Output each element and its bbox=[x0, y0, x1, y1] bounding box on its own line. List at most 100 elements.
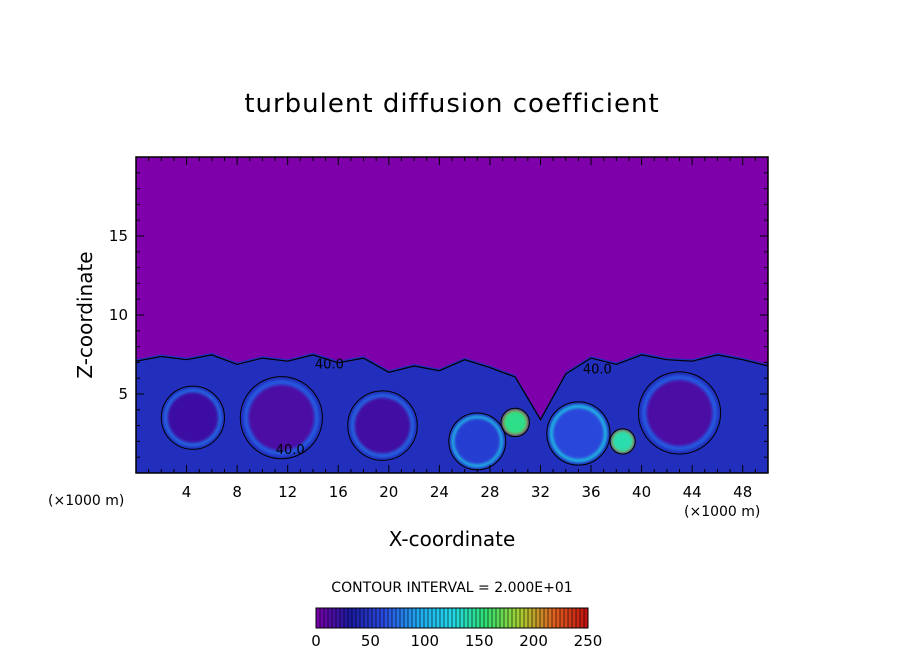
colorbar-cell bbox=[520, 608, 525, 628]
contour-line bbox=[160, 385, 225, 450]
colorbar-cell bbox=[496, 608, 501, 628]
colorbar: 0 50 100 150 200 250 bbox=[311, 607, 602, 650]
eddy-core bbox=[354, 397, 411, 454]
colorbar-cell bbox=[464, 608, 469, 628]
colorbar-cell bbox=[404, 608, 409, 628]
colorbar-cell bbox=[484, 608, 489, 628]
colorbar-cell bbox=[500, 608, 505, 628]
colorbar-cell bbox=[544, 608, 549, 628]
colorbar-cell bbox=[328, 608, 333, 628]
colorbar-cell bbox=[416, 608, 421, 628]
colorbar-cell bbox=[384, 608, 389, 628]
colorbar-cell bbox=[476, 608, 481, 628]
contour-line bbox=[239, 376, 323, 460]
colorbar-cell bbox=[560, 608, 565, 628]
colorbar-tick-label: 50 bbox=[361, 632, 380, 650]
colorbar-cell bbox=[376, 608, 381, 628]
x-unit-label-left: (×1000 m) bbox=[48, 493, 124, 509]
colorbar-cell bbox=[584, 608, 589, 628]
colorbar-cell bbox=[508, 608, 513, 628]
colorbar-cell bbox=[428, 608, 433, 628]
colorbar-cell bbox=[396, 608, 401, 628]
colorbar-cell bbox=[360, 608, 365, 628]
y-axis-label: Z-coordinate bbox=[73, 251, 97, 378]
colorbar-cell bbox=[436, 608, 441, 628]
colorbar-cell bbox=[448, 608, 453, 628]
y-tick-label: 10 bbox=[109, 306, 128, 324]
colorbar-cell bbox=[456, 608, 461, 628]
colorbar-cell bbox=[528, 608, 533, 628]
colorbar-tick-label: 100 bbox=[410, 632, 439, 650]
colorbar-cell bbox=[348, 608, 353, 628]
x-tick-label: 40 bbox=[632, 483, 651, 501]
x-tick-label: 48 bbox=[733, 483, 752, 501]
x-tick-label: 28 bbox=[480, 483, 499, 501]
contour-line bbox=[500, 407, 530, 438]
colorbar-cell bbox=[552, 608, 557, 628]
colorbar-tick-label: 250 bbox=[574, 632, 603, 650]
contour-label: 40.0 bbox=[276, 443, 305, 458]
colorbar-cell bbox=[568, 608, 573, 628]
colorbar-cell bbox=[364, 608, 369, 628]
colorbar-cell bbox=[512, 608, 517, 628]
colorbar-cell bbox=[536, 608, 541, 628]
x-unit-label-right: (×1000 m) bbox=[684, 504, 760, 520]
y-axis-ticks: 5 10 15 bbox=[109, 172, 768, 458]
colorbar-frame bbox=[315, 607, 589, 629]
eddy-core bbox=[454, 418, 501, 465]
colorbar-cell bbox=[564, 608, 569, 628]
colorbar-cell bbox=[320, 608, 325, 628]
colorbar-cell bbox=[480, 608, 485, 628]
eddy-core bbox=[503, 411, 527, 434]
chart-title: turbulent diffusion coefficient bbox=[244, 89, 659, 119]
colorbar-cell bbox=[548, 608, 553, 628]
colorbar-cell bbox=[392, 608, 397, 628]
colorbar-cell bbox=[356, 608, 361, 628]
colorbar-cell bbox=[344, 608, 349, 628]
colorbar-cell bbox=[492, 608, 497, 628]
colorbar-cell bbox=[516, 608, 521, 628]
plot-area: 40.0 40.040.0 4 8 12 16 20 24 28 32 36 40 44 48 5101… bbox=[109, 156, 769, 501]
x-tick-label: 24 bbox=[430, 483, 449, 501]
colorbar-cell bbox=[388, 608, 393, 628]
colorbar-cell bbox=[556, 608, 561, 628]
y-tick-label: 15 bbox=[109, 227, 128, 245]
contour-lines bbox=[136, 354, 768, 471]
colorbar-cell bbox=[576, 608, 581, 628]
colorbar-cell bbox=[504, 608, 509, 628]
colorbar-cell bbox=[580, 608, 585, 628]
colorbar-cell bbox=[332, 608, 337, 628]
x-tick-label: 32 bbox=[531, 483, 550, 501]
colorbar-cell bbox=[468, 608, 473, 628]
colorbar-cell bbox=[444, 608, 449, 628]
eddy-core bbox=[646, 380, 713, 446]
contour-line bbox=[546, 401, 611, 466]
colorbar-ticks: 0 50 100 150 200 250 bbox=[311, 632, 602, 650]
colorbar-tick-label: 150 bbox=[465, 632, 494, 650]
colorbar-cell bbox=[532, 608, 537, 628]
colorbar-cell bbox=[424, 608, 429, 628]
contour-labels: 40.0 40.0 40.0 bbox=[276, 358, 612, 458]
colorbar-cell bbox=[452, 608, 457, 628]
contour-label: 40.0 bbox=[583, 362, 612, 377]
x-tick-label: 36 bbox=[581, 483, 600, 501]
contour-line bbox=[347, 390, 418, 461]
colorbar-cell bbox=[440, 608, 445, 628]
x-tick-label: 4 bbox=[182, 483, 192, 501]
colorbar-cell bbox=[432, 608, 437, 628]
eddy-core bbox=[553, 408, 604, 459]
colorbar-cell bbox=[368, 608, 373, 628]
colorbar-cell bbox=[524, 608, 529, 628]
x-tick-label: 44 bbox=[683, 483, 702, 501]
eddy-core bbox=[167, 392, 219, 443]
colorbar-cell bbox=[380, 608, 385, 628]
x-tick-label: 20 bbox=[379, 483, 398, 501]
colorbar-cell bbox=[460, 608, 465, 628]
x-axis-label: X-coordinate bbox=[389, 527, 516, 551]
x-tick-label: 16 bbox=[329, 483, 348, 501]
colorbar-cell bbox=[420, 608, 425, 628]
colorbar-cell bbox=[324, 608, 329, 628]
contour-line bbox=[637, 371, 722, 455]
colorbar-cell bbox=[412, 608, 417, 628]
